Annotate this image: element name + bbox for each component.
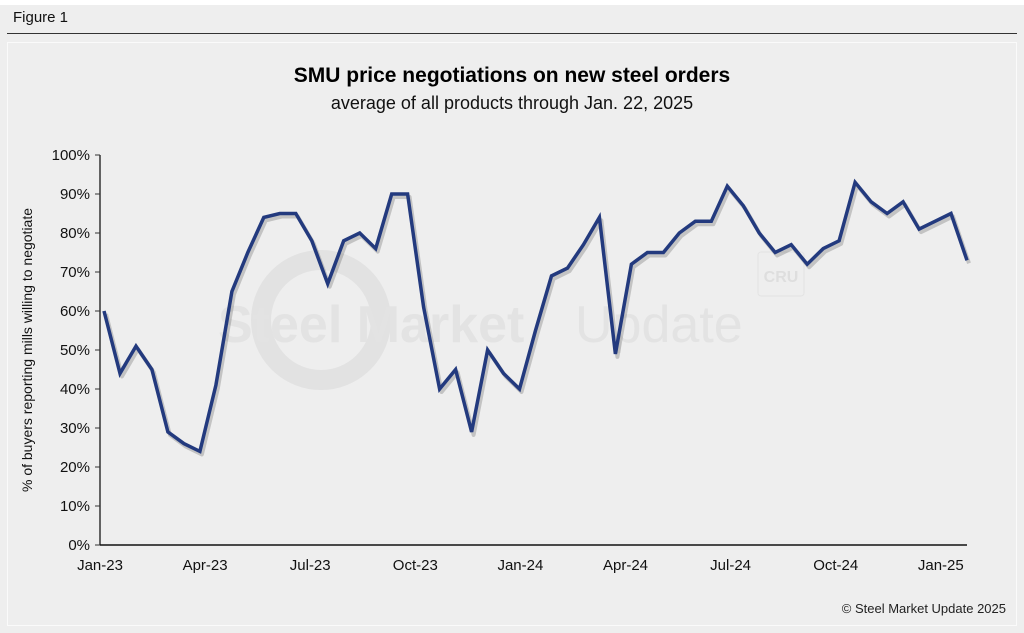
copyright-footer: © Steel Market Update 2025 — [841, 601, 1006, 616]
x-tick-label: Jan-24 — [497, 557, 543, 574]
x-tick-label: Apr-24 — [603, 557, 648, 574]
y-tick-label: 50% — [60, 342, 90, 359]
figure-label: Figure 1 — [13, 9, 69, 26]
y-tick-label: 30% — [60, 420, 90, 437]
series-line-shadow — [104, 183, 971, 457]
y-tick-label: 70% — [60, 264, 90, 281]
chart-subtitle: average of all products through Jan. 22,… — [330, 93, 694, 113]
x-tick-label: Jul-24 — [710, 557, 751, 574]
x-tick-label: Jul-23 — [290, 557, 331, 574]
y-axis-label: % of buyers reporting mills willing to n… — [19, 208, 35, 492]
cru-badge-text: CRU — [764, 269, 799, 286]
x-tick-label: Apr-23 — [183, 557, 228, 574]
x-tick-label: Jan-25 — [918, 557, 964, 574]
cru-badge — [757, 251, 805, 297]
y-tick-label: 20% — [60, 459, 90, 476]
x-tick-label: Oct-24 — [813, 557, 858, 574]
chart-title: SMU price negotiations on new steel orde… — [293, 64, 731, 87]
watermark-text-bold: Steel Market — [218, 296, 524, 354]
chart-panel — [7, 42, 1017, 626]
y-tick-label: 10% — [60, 498, 90, 515]
y-tick-label: 60% — [60, 303, 90, 320]
y-tick-label: 90% — [60, 186, 90, 203]
y-tick-label: 100% — [52, 147, 90, 164]
header-rule — [7, 33, 1017, 34]
y-tick-label: 40% — [60, 381, 90, 398]
y-tick-label: 80% — [60, 225, 90, 242]
watermark-ring — [251, 250, 391, 390]
y-tick-label: 0% — [68, 537, 90, 554]
x-tick-label: Jan-23 — [77, 557, 123, 574]
x-tick-label: Oct-23 — [393, 557, 438, 574]
watermark: Steel Market Update CRU — [218, 250, 805, 390]
watermark-text-light: Update — [575, 296, 743, 354]
